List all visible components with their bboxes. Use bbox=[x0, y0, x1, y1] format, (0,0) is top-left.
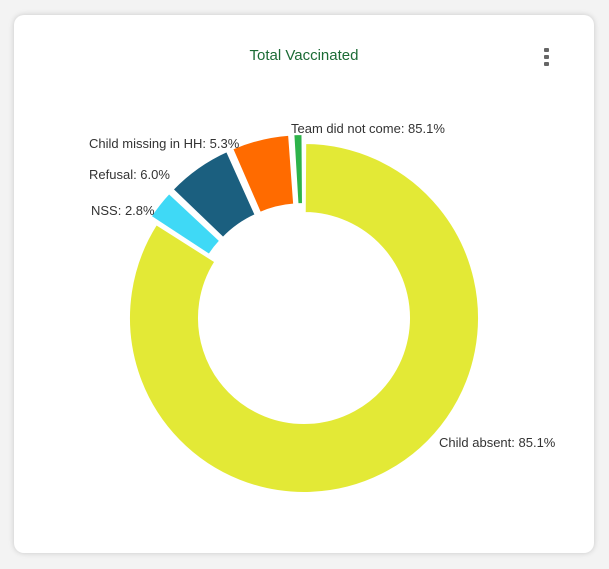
more-vertical-icon[interactable] bbox=[538, 47, 556, 67]
slice-refusal[interactable] bbox=[171, 149, 258, 240]
slice-label-child-absent: Child absent: 85.1% bbox=[439, 435, 556, 450]
chart-title: Total Vaccinated bbox=[249, 47, 359, 64]
slice-label-refusal: Refusal: 6.0% bbox=[89, 167, 170, 182]
slice-label-team-did-not-come: Team did not come: 85.1% bbox=[291, 121, 445, 136]
slice-label-nss: NSS: 2.8% bbox=[91, 203, 155, 218]
slice-child-missing-in-hh[interactable] bbox=[230, 133, 296, 215]
slice-nss[interactable] bbox=[149, 191, 222, 257]
slice-label-child-missing-in-hh: Child missing in HH: 5.3% bbox=[89, 136, 240, 151]
slice-child-absent[interactable] bbox=[128, 141, 480, 494]
slice-team-did-not-come[interactable] bbox=[292, 133, 304, 206]
